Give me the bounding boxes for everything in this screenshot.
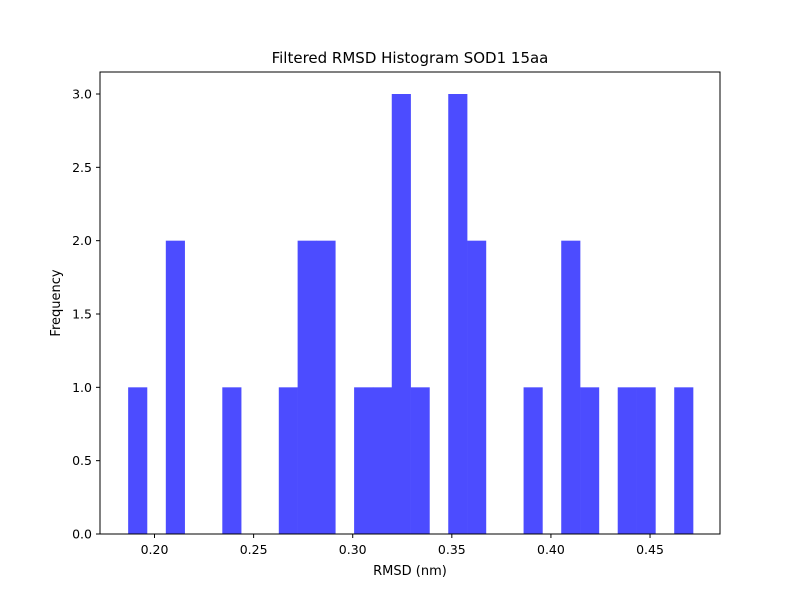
histogram-bar-21 — [523, 387, 543, 534]
x-tick-label-2: 0.30 — [339, 542, 367, 557]
histogram-bar-12 — [354, 387, 374, 534]
bars-group — [128, 94, 694, 535]
histogram-bar-15 — [410, 387, 430, 534]
histogram-bar-5 — [222, 387, 242, 534]
x-axis: 0.20 0.25 0.30 0.35 0.40 0.45 — [141, 534, 664, 557]
x-tick-label-1: 0.25 — [240, 542, 268, 557]
histogram-bar-10 — [316, 240, 336, 535]
y-axis-label: Frequency — [49, 269, 64, 336]
y-tick-label-5: 2.5 — [72, 160, 92, 175]
y-tick-label-0: 0.0 — [72, 527, 92, 542]
y-tick-label-3: 1.5 — [72, 307, 92, 322]
x-tick-label-5: 0.45 — [636, 542, 664, 557]
y-tick-label-1: 0.5 — [72, 453, 92, 468]
histogram-bar-8 — [278, 387, 298, 534]
histogram-bar-29 — [674, 387, 694, 534]
y-axis: 0.0 0.5 1.0 1.5 2.0 2.5 3.0 — [72, 87, 100, 542]
histogram-bar-2 — [165, 240, 185, 535]
histogram-bar-9 — [297, 240, 317, 535]
histogram-bar-13 — [372, 387, 393, 534]
x-axis-label: RMSD (nm) — [373, 564, 447, 579]
histogram-bar-23 — [561, 240, 581, 535]
plot-frame — [99, 71, 721, 535]
histogram-bar-14 — [391, 94, 411, 534]
y-tick-label-6: 3.0 — [72, 87, 92, 102]
histogram-bar-0 — [128, 387, 148, 534]
x-tick-label-4: 0.40 — [537, 542, 565, 557]
y-tick-label-4: 2.0 — [72, 233, 92, 248]
x-tick-label-0: 0.20 — [141, 542, 169, 557]
y-tick-label-2: 1.0 — [72, 380, 92, 395]
histogram-bar-18 — [467, 240, 487, 535]
histogram-bar-24 — [580, 387, 600, 534]
histogram-bar-26 — [617, 387, 637, 534]
x-tick-label-3: 0.35 — [438, 542, 466, 557]
histogram-bar-17 — [448, 94, 468, 534]
chart-title: Filtered RMSD Histogram SOD1 15aa — [272, 49, 549, 67]
histogram-bar-27 — [636, 387, 656, 534]
